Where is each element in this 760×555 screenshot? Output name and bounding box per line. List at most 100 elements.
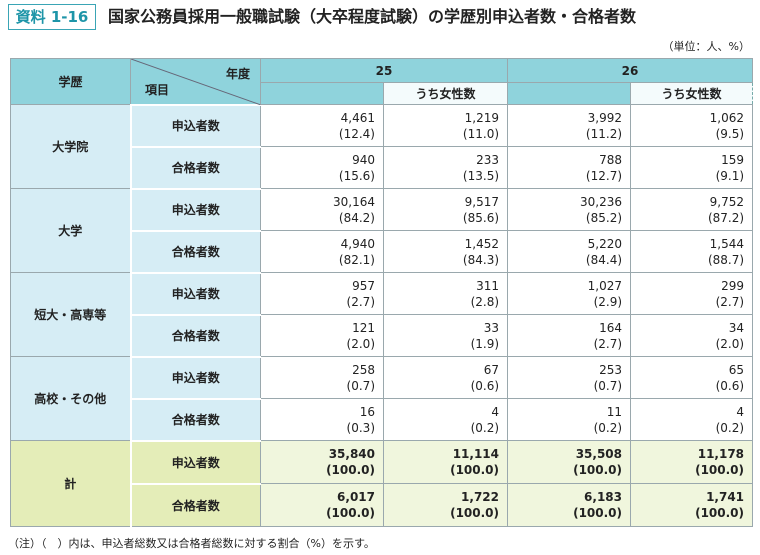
value-cell: 258 (0.7) bbox=[260, 356, 384, 399]
year: 25 bbox=[259, 58, 509, 83]
count: 164 bbox=[599, 320, 623, 335]
count: 4 bbox=[736, 404, 745, 419]
item: 合格者数 bbox=[129, 145, 261, 189]
share: (2.8) bbox=[470, 294, 500, 309]
value-cell: 1,452 (84.3) bbox=[382, 230, 509, 273]
value-cell: 67 (0.6) bbox=[382, 356, 509, 399]
value-cell: 1,027 (2.9) bbox=[507, 272, 632, 315]
count: 5,220 bbox=[587, 236, 623, 251]
row: 高校・その他 申込者数 258 (0.7) 67 (0.6) 253 (0.7) 65 (0.6) bbox=[10, 355, 754, 441]
share: (0.6) bbox=[470, 378, 500, 393]
value-cell: 11,114 (100.0) bbox=[382, 440, 509, 484]
count: 121 bbox=[352, 320, 375, 335]
count: 35,508 bbox=[575, 447, 623, 461]
share: (11.0) bbox=[462, 126, 500, 141]
badge: 資料 1-16 bbox=[8, 4, 96, 30]
value-cell: 4 (0.2) bbox=[630, 398, 754, 441]
title: 国家公務員採用一般職試験（大卒程度試験）の学歴別申込者数・合格者数 bbox=[108, 7, 637, 26]
row: 合格者数 121 (2.0) 33 (1.9) 164 (2.7) 34 (2.0) bbox=[11, 313, 754, 357]
value-cell: 957 (2.7) bbox=[260, 272, 384, 315]
value-cell: 9,517 (85.6) bbox=[382, 188, 509, 231]
value-cell: 9,752 (87.2) bbox=[630, 188, 754, 231]
count: 258 bbox=[352, 362, 375, 377]
year-blank bbox=[507, 82, 632, 105]
value-cell: 233 (13.5) bbox=[382, 146, 509, 189]
diagonal bbox=[131, 59, 261, 105]
share: (2.7) bbox=[346, 294, 375, 309]
share: (11.2) bbox=[585, 126, 623, 141]
share: (100.0) bbox=[695, 463, 745, 477]
share: (15.6) bbox=[338, 168, 375, 183]
value-cell: 30,164 (84.2) bbox=[260, 188, 384, 231]
share: (12.7) bbox=[585, 168, 623, 183]
count: 3,992 bbox=[587, 110, 623, 125]
share: (100.0) bbox=[573, 463, 623, 477]
count: 11 bbox=[606, 404, 623, 419]
value-cell: 35,840 (100.0) bbox=[260, 440, 384, 484]
count: 311 bbox=[476, 278, 500, 293]
count: 233 bbox=[476, 152, 500, 167]
share: (100.0) bbox=[695, 506, 745, 520]
share: (0.6) bbox=[715, 378, 745, 393]
value-cell: 1,741 (100.0) bbox=[630, 483, 754, 527]
value-cell: 164 (2.7) bbox=[507, 314, 632, 357]
count: 253 bbox=[599, 362, 623, 377]
count: 16 bbox=[359, 404, 375, 419]
item: 合格者数 bbox=[129, 397, 261, 441]
share: (100.0) bbox=[326, 463, 375, 477]
value-cell: 4,461 (12.4) bbox=[260, 104, 384, 147]
value-cell: 6,183 (100.0) bbox=[507, 483, 632, 527]
unit: （単位：人、%） bbox=[662, 40, 750, 53]
row: 大学院 申込者数 4,461 (12.4) 1,219 (11.0) 3,992 (11.2)… bbox=[10, 103, 754, 189]
share: (100.0) bbox=[450, 463, 500, 477]
note: （注）（ ）内は、申込者総数又は合格者総数に対する割合（%）を示す。 bbox=[8, 537, 375, 550]
row: 計申込者数 35,840 (100.0) 11,114 (100.0) 35,508 (10… bbox=[10, 439, 754, 527]
value-cell: 6,017 (100.0) bbox=[260, 483, 384, 527]
value-cell: 11,178 (100.0) bbox=[630, 440, 754, 484]
year: 26 bbox=[507, 58, 754, 83]
share: (0.3) bbox=[346, 420, 375, 435]
share: (84.2) bbox=[338, 210, 375, 225]
value-cell: 121 (2.0) bbox=[260, 314, 384, 357]
share: (1.9) bbox=[470, 336, 500, 351]
share: (0.2) bbox=[715, 420, 745, 435]
item: 申込者数 bbox=[129, 271, 261, 315]
count: 35,840 bbox=[328, 447, 375, 461]
item: 申込者数 bbox=[129, 187, 261, 231]
share: (84.4) bbox=[585, 252, 623, 267]
count: 940 bbox=[352, 152, 375, 167]
count: 1,741 bbox=[706, 490, 745, 504]
value-cell: 788 (12.7) bbox=[507, 146, 632, 189]
count: 1,452 bbox=[464, 236, 500, 251]
count: 159 bbox=[721, 152, 745, 167]
row: 短大・高専等 申込者数 957 (2.7) 311 (2.8) 1,027 (2.9) 299(… bbox=[10, 271, 754, 357]
item: 合格者数 bbox=[129, 482, 261, 527]
count: 4 bbox=[491, 404, 500, 419]
value-cell: 11 (0.2) bbox=[507, 398, 632, 441]
group-label: 大学 bbox=[10, 188, 131, 273]
share: (82.1) bbox=[338, 252, 375, 267]
share: (2.0) bbox=[715, 336, 745, 351]
row: 合格者数 6,017 (100.0) 1,722 (100.0) 6,183 (100.0)… bbox=[11, 482, 754, 527]
row: 合格者数 4,940 (82.1) 1,452 (84.3) 5,220 (84.4) 1,5… bbox=[11, 229, 754, 273]
share: (88.7) bbox=[707, 252, 745, 267]
item: 申込者数 bbox=[129, 439, 261, 484]
subcolumn: うち女性数 bbox=[630, 82, 754, 105]
share: (9.1) bbox=[715, 168, 745, 183]
share: (13.5) bbox=[462, 168, 500, 183]
count: 9,752 bbox=[709, 194, 745, 209]
share: (2.9) bbox=[593, 294, 623, 309]
value-cell: 5,220 (84.4) bbox=[507, 230, 632, 273]
share: (0.2) bbox=[470, 420, 500, 435]
row: 合格者数 940 (15.6) 233 (13.5) 788 (12.7) 159 (9.1) bbox=[11, 145, 754, 189]
count: 6,183 bbox=[584, 490, 623, 504]
count: 1,544 bbox=[709, 236, 745, 251]
count: 11,178 bbox=[697, 447, 745, 461]
value-cell: 33 (1.9) bbox=[382, 314, 509, 357]
item: 合格者数 bbox=[129, 229, 261, 273]
group-label: 短大・高専等 bbox=[10, 272, 131, 357]
share: (2.7) bbox=[715, 294, 745, 309]
count: 34 bbox=[728, 320, 745, 335]
share: (87.2) bbox=[707, 210, 745, 225]
